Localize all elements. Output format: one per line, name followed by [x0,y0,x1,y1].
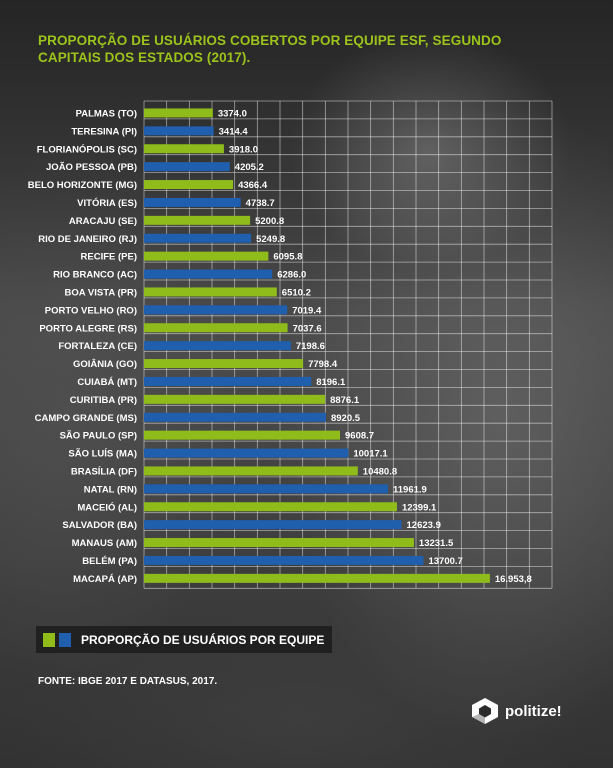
value-label: 8196.1 [316,377,346,388]
bar [144,180,234,190]
bar [144,573,490,583]
value-label: 4366.4 [238,180,268,191]
category-label: MACEIÓ (AL) [77,501,137,513]
category-label: MANAUS (AM) [72,538,137,549]
value-label: 9608.7 [345,431,374,442]
bar [144,394,326,404]
legend: PROPORÇÃO DE USUÁRIOS POR EQUIPE [36,626,332,653]
bar [144,269,273,279]
value-label: 4738.7 [246,198,275,209]
value-label: 16.953,8 [495,574,532,585]
value-label: 12623.9 [407,520,441,531]
bar [144,197,241,207]
bar [144,430,341,440]
bar [144,484,389,494]
category-label: SÃO LUÍS (MA) [68,449,137,460]
bar [144,323,288,333]
category-label: RECIFE (PE) [81,252,137,263]
value-label: 10017.1 [353,449,388,460]
category-label: SÃO PAULO (SP) [60,431,137,442]
value-label: 6286.0 [277,270,306,281]
legend-swatch-blue [59,632,71,647]
value-label: 11961.9 [393,484,427,495]
bar [144,538,414,548]
bar [144,215,251,225]
legend-label: PROPORÇÃO DE USUÁRIOS POR EQUIPE [81,632,325,647]
value-label: 8876.1 [330,395,360,406]
value-label: 5200.8 [255,216,284,227]
source-note: FONTE: IBGE 2017 E DATASUS, 2017. [38,676,218,687]
chart-title: PROPORÇÃO DE USUÁRIOS COBERTOS POR EQUIP… [38,33,502,65]
category-label: NATAL (RN) [84,484,137,495]
bar [144,108,213,118]
value-label: 4205.2 [235,162,264,173]
politize-logo-text: politize! [505,702,562,720]
category-label: JOÃO PESSOA (PB) [46,162,137,173]
bar [144,162,230,172]
value-label: 5249.8 [256,234,285,245]
category-label: FLORIANÓPOLIS (SC) [37,143,137,155]
value-label: 8920.5 [331,413,361,424]
value-label: 3918.0 [229,144,258,155]
category-label: TERESINA (PI) [71,126,137,137]
bar [144,251,269,261]
bar [144,233,252,243]
category-label: RIO BRANCO (AC) [53,270,137,281]
category-label: ARACAJU (SE) [69,216,137,227]
bar [144,448,349,458]
politize-logo-icon [472,698,498,724]
bar [144,126,214,136]
value-label: 13700.7 [428,556,462,567]
category-label: SALVADOR (BA) [62,520,137,531]
bar [144,555,424,565]
category-label: PALMAS (TO) [76,108,137,119]
bar-chart: PALMAS (TO) 3374.0 TERESINA (PI) 3414.4 FLOR… [28,100,553,589]
value-label: 13231.5 [419,538,454,549]
value-label: 10480.8 [363,466,397,477]
category-label: GOIÂNIA (GO) [73,358,137,370]
category-label: PORTO ALEGRE (RS) [39,323,137,334]
category-label: BELÉM (PA) [82,556,137,567]
category-label: PORTO VELHO (RO) [45,305,137,316]
value-label: 7798.4 [308,359,338,370]
politize-logo: politize! [470,697,562,725]
category-label: RIO DE JANEIRO (RJ) [38,234,137,245]
bar [144,341,291,351]
bar [144,144,224,154]
category-label: BOA VISTA (PR) [65,287,137,298]
value-label: 7019.4 [292,305,322,316]
bar [144,287,277,297]
legend-swatch-green [43,632,55,647]
value-label: 7037.6 [293,323,322,334]
value-label: 3414.4 [219,126,249,137]
category-label: BRASÍLIA (DF) [71,466,137,477]
bar [144,502,397,512]
category-label: CAMPO GRANDE (MS) [35,413,137,424]
bar [144,412,326,422]
category-label: CUIABÁ (MT) [77,377,137,388]
bar [144,520,402,530]
category-label: CURITIBA (PR) [70,395,137,406]
category-label: VITÓRIA (ES) [77,197,137,209]
value-label: 12399.1 [402,502,437,513]
category-label: FORTALEZA (CE) [58,341,137,352]
value-label: 6095.8 [273,252,302,263]
value-label: 7198.6 [296,341,325,352]
bar [144,376,312,386]
category-label: MACAPÁ (AP) [73,574,137,585]
bar [144,466,358,476]
bar [144,359,304,369]
category-label: BELO HORIZONTE (MG) [28,180,137,191]
bar [144,305,288,315]
value-label: 6510.2 [282,287,311,298]
value-label: 3374.0 [218,108,247,119]
